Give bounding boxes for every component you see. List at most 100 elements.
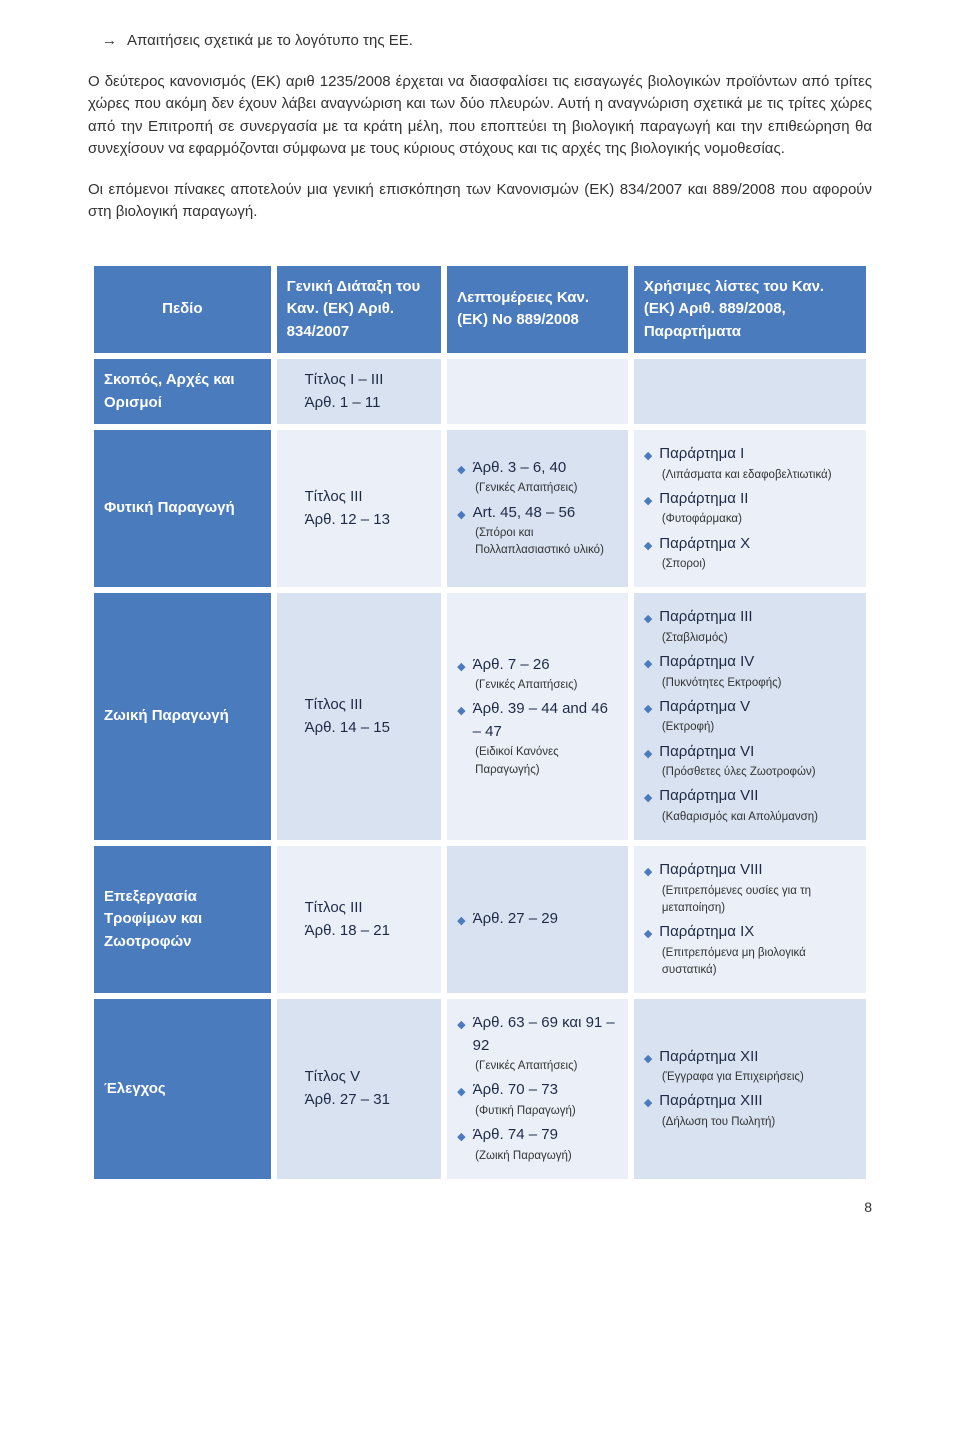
cell-r1-c1: Τίτλος III Άρθ. 12 – 13 [277, 430, 442, 587]
list-item: ◆ Art. 45, 48 – 56 [457, 502, 618, 525]
diamond-icon: ◆ [457, 703, 465, 720]
item-label: Άρθ. 70 – 73 [473, 1079, 558, 1102]
item-label: Παράρτημα X [659, 533, 750, 556]
cell-r3-c1: Τίτλος III Άρθ. 18 – 21 [277, 846, 442, 993]
diamond-icon: ◆ [644, 538, 652, 555]
list-item: ◆ Παράρτημα X [644, 533, 856, 556]
diamond-icon: ◆ [644, 864, 652, 881]
diamond-icon: ◆ [457, 1017, 465, 1034]
diamond-icon: ◆ [644, 1095, 652, 1112]
regulation-table: Πεδίο Γενική Διάταξη του Καν. (ΕΚ) Αριθ.… [88, 260, 872, 1185]
list-item: ◆ Παράρτημα VI [644, 741, 856, 764]
cell-r2-c2: ◆Άρθ. 7 – 26(Γενικές Απαιτήσεις) ◆ Άρθ. 39… [447, 593, 628, 840]
table-row: Έλεγχος Τίτλος V Άρθ. 27 – 31 ◆ Άρθ. 63 –… [94, 999, 866, 1179]
list-item: ◆ Παράρτημα VIII [644, 859, 856, 882]
item-sub: (Γενικές Απαιτήσεις) [475, 1058, 618, 1075]
diamond-icon: ◆ [644, 656, 652, 673]
table-header-row: Πεδίο Γενική Διάταξη του Καν. (ΕΚ) Αριθ.… [94, 266, 866, 354]
list-item: ◆Άρθ. 70 – 73 [457, 1079, 618, 1102]
item-sub: (Καθαρισμός και Απολύμανση) [662, 809, 856, 826]
item-sub: (Επιτρεπόμενα μη βιολογικά συστατικά) [662, 945, 856, 980]
list-item: ◆ Παράρτημα IV [644, 651, 856, 674]
diamond-icon: ◆ [644, 493, 652, 510]
cell-r0-c1: Τίτλος I – III Άρθ. 1 – 11 [277, 359, 442, 424]
item-label: Παράρτημα V [659, 696, 750, 719]
list-item: ◆ Παράρτημα XII [644, 1046, 856, 1069]
item-sub: (Φυτική Παραγωγή) [475, 1103, 618, 1120]
list-item: ◆Παράρτημα III [644, 606, 856, 629]
list-item: ◆ Άρθ. 74 – 79 [457, 1124, 618, 1147]
item-label: Παράρτημα IV [659, 651, 754, 674]
item-sub: (Ζωική Παραγωγή) [475, 1148, 618, 1165]
cell-r2-c3: ◆Παράρτημα III(Σταβλισμός)◆Παράρτημα IV(… [634, 593, 866, 840]
item-label: Παράρτημα XII [659, 1046, 758, 1069]
paragraph-2: Οι επόμενοι πίνακες αποτελούν μια γενική… [88, 179, 872, 224]
item-label: Άρθ. 74 – 79 [473, 1124, 558, 1147]
cell-r3-c2: ◆Άρθ. 27 – 29 [447, 846, 628, 993]
diamond-icon: ◆ [457, 1129, 465, 1146]
item-label: Παράρτημα I [659, 443, 744, 466]
bullet-line: → Απαιτήσεις σχετικά με το λογότυπο της … [88, 30, 872, 53]
diamond-icon: ◆ [644, 790, 652, 807]
bullet-text: Απαιτήσεις σχετικά με το λογότυπο της ΕΕ… [127, 30, 413, 53]
item-sub: (Εκτροφή) [662, 719, 856, 736]
list-item: ◆ Άρθ. 3 – 6, 40 [457, 457, 618, 480]
list-item: ◆ Παράρτημα II [644, 488, 856, 511]
col-header-general: Γενική Διάταξη του Καν. (ΕΚ) Αριθ. 834/2… [277, 266, 442, 354]
item-sub: (Γενικές Απαιτήσεις) [475, 677, 618, 694]
diamond-icon: ◆ [457, 462, 465, 479]
item-sub: (Έγγραφα για Επιχειρήσεις) [662, 1069, 856, 1086]
table-row: Φυτική Παραγωγή Τίτλος III Άρθ. 12 – 13 … [94, 430, 866, 587]
diamond-icon: ◆ [644, 701, 652, 718]
col-header-details: Λεπτομέρειες Καν. (ΕΚ) No 889/2008 [447, 266, 628, 354]
diamond-icon: ◆ [644, 1051, 652, 1068]
item-label: Άρθ. 39 – 44 and 46 – 47 [473, 698, 618, 743]
item-sub: (Γενικές Απαιτήσεις) [475, 480, 618, 497]
item-sub: (Πυκνότητες Εκτροφής) [662, 675, 856, 692]
list-item: ◆ Παράρτημα XIII [644, 1090, 856, 1113]
cell-r0-c3 [634, 359, 866, 424]
list-item: ◆Άρθ. 27 – 29 [457, 908, 618, 931]
item-label: Παράρτημα VIII [659, 859, 762, 882]
item-label: Παράρτημα VII [659, 785, 758, 808]
row-head-plant: Φυτική Παραγωγή [94, 430, 271, 587]
row-head-aim: Σκοπός, Αρχές και Ορισμοί [94, 359, 271, 424]
cell-r1-c3: ◆Παράρτημα I(Λιπάσματα και εδαφοβελτιωτι… [634, 430, 866, 587]
item-label: Παράρτημα II [659, 488, 748, 511]
item-label: Παράρτημα VI [659, 741, 754, 764]
diamond-icon: ◆ [644, 746, 652, 763]
diamond-icon: ◆ [644, 611, 652, 628]
diamond-icon: ◆ [457, 913, 465, 930]
cell-r3-c3: ◆ Παράρτημα VIII(Επιτρεπόμενες ουσίες για… [634, 846, 866, 993]
page-number: 8 [88, 1197, 872, 1218]
item-label: Άρθ. 63 – 69 και 91 – 92 [473, 1012, 618, 1057]
list-item: ◆ Άρθ. 39 – 44 and 46 – 47 [457, 698, 618, 743]
cell-r4-c1: Τίτλος V Άρθ. 27 – 31 [277, 999, 442, 1179]
item-label: Art. 45, 48 – 56 [473, 502, 576, 525]
row-head-control: Έλεγχος [94, 999, 271, 1179]
col-header-lists: Χρήσιμες λίστες του Καν. (ΕΚ) Αριθ. 889/… [634, 266, 866, 354]
diamond-icon: ◆ [457, 659, 465, 676]
item-label: Παράρτημα XIII [659, 1090, 762, 1113]
item-sub: (Σποροι) [662, 556, 856, 573]
row-head-animal: Ζωική Παραγωγή [94, 593, 271, 840]
cell-r4-c2: ◆ Άρθ. 63 – 69 και 91 – 92(Γενικές Απαιτή… [447, 999, 628, 1179]
item-sub: (Επιτρεπόμενες ουσίες για τη μεταποίηση) [662, 883, 856, 918]
paragraph-1: Ο δεύτερος κανονισμός (ΕΚ) αριθ 1235/200… [88, 71, 872, 161]
cell-r4-c3: ◆ Παράρτημα XII(Έγγραφα για Επιχειρήσεις)… [634, 999, 866, 1179]
item-sub: (Σταβλισμός) [662, 630, 856, 647]
table-row: Σκοπός, Αρχές και Ορισμοί Τίτλος I – III… [94, 359, 866, 424]
list-item: ◆Άρθ. 7 – 26 [457, 654, 618, 677]
item-sub: (Δήλωση του Πωλητή) [662, 1114, 856, 1131]
diamond-icon: ◆ [644, 926, 652, 943]
cell-r2-c1: Τίτλος III Άρθ. 14 – 15 [277, 593, 442, 840]
list-item: ◆ Άρθ. 63 – 69 και 91 – 92 [457, 1012, 618, 1057]
item-label: Παράρτημα IX [659, 921, 754, 944]
col-header-field: Πεδίο [94, 266, 271, 354]
diamond-icon: ◆ [644, 448, 652, 465]
list-item: ◆ Παράρτημα VII [644, 785, 856, 808]
diamond-icon: ◆ [457, 507, 465, 524]
list-item: ◆ Παράρτημα V [644, 696, 856, 719]
item-label: Άρθ. 3 – 6, 40 [473, 457, 567, 480]
row-head-processing: Επεξεργασία Τροφίμων και Ζωοτροφών [94, 846, 271, 993]
